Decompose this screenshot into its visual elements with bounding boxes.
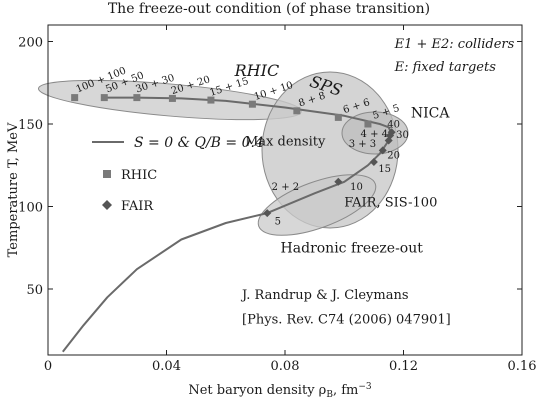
x-tick-label: 0.08 xyxy=(271,359,300,374)
fair-point xyxy=(387,128,396,137)
annotation-text: E: fixed targets xyxy=(394,60,497,75)
legend-line-label: S = 0 & Q/B = 0.4 xyxy=(134,135,264,151)
point-label: 40 xyxy=(387,119,400,130)
fair-point xyxy=(369,157,378,166)
x-tick-label: 0.12 xyxy=(389,359,418,374)
x-tick-label: 0 xyxy=(44,359,52,374)
y-tick-label: 50 xyxy=(26,283,43,298)
point-label: 5 xyxy=(275,217,281,228)
y-axis-label: Temperature T, MeV xyxy=(6,122,21,257)
legend-rhic-label: RHIC xyxy=(121,168,157,183)
annotation-text: RHIC xyxy=(234,61,280,80)
y-tick-label: 200 xyxy=(18,36,43,51)
x-axis-label: Net baryon density ρB, fm−3 xyxy=(188,382,372,400)
legend-fair-label: FAIR xyxy=(121,199,154,214)
annotation-text: Max density xyxy=(245,134,326,149)
nica-region xyxy=(341,111,409,155)
annotation-text: E1 + E2: colliders xyxy=(394,37,515,52)
annotation-text: J. Randrup & J. Cleymans xyxy=(240,288,408,303)
fair-point xyxy=(334,177,343,186)
rhic-point xyxy=(293,107,301,115)
x-tick-label: 0.04 xyxy=(152,359,181,374)
fair-region xyxy=(257,174,377,236)
legend-fair-marker xyxy=(102,200,112,210)
annotation-text: FAIR, SIS-100 xyxy=(344,196,437,211)
point-label: 30 xyxy=(396,130,409,141)
point-label: 20 xyxy=(387,151,400,162)
fair-point xyxy=(263,209,272,218)
legend: S = 0 & Q/B = 0.4 RHIC FAIR xyxy=(92,135,264,214)
axes-layer: 0 0.04 0.08 0.12 0.16 50 100 150 200 xyxy=(18,25,536,374)
annotation-text: [Phys. Rev. C74 (2006) 047901] xyxy=(242,313,451,328)
rhic-point xyxy=(100,94,108,102)
rhic-point xyxy=(334,113,342,121)
fair-point xyxy=(378,146,387,155)
rhic-point xyxy=(133,94,141,102)
rhic-point xyxy=(207,96,215,104)
point-label: 2 + 2 xyxy=(272,182,299,193)
point-label: 15 xyxy=(378,164,391,175)
y-tick-label: 100 xyxy=(18,201,43,216)
rhic-point xyxy=(364,120,372,128)
point-label: 4 + 4 xyxy=(361,129,388,140)
point-label: 3 + 3 xyxy=(349,139,376,150)
series-layer xyxy=(62,94,396,353)
highlight-regions xyxy=(37,71,409,236)
y-tick-label: 150 xyxy=(18,118,43,133)
freeze-out-line xyxy=(62,96,393,353)
rhic-point xyxy=(168,94,176,102)
annotation-text: Hadronic freeze-out xyxy=(281,241,424,257)
legend-rhic-marker xyxy=(103,170,111,178)
x-tick-label: 0.16 xyxy=(508,359,537,374)
rhic-point xyxy=(71,94,79,102)
annotation-text: NICA xyxy=(411,105,450,121)
rhic-point xyxy=(248,100,256,108)
chart-title: The freeze-out condition (of phase trans… xyxy=(107,1,431,17)
point-label: 10 xyxy=(350,182,363,193)
